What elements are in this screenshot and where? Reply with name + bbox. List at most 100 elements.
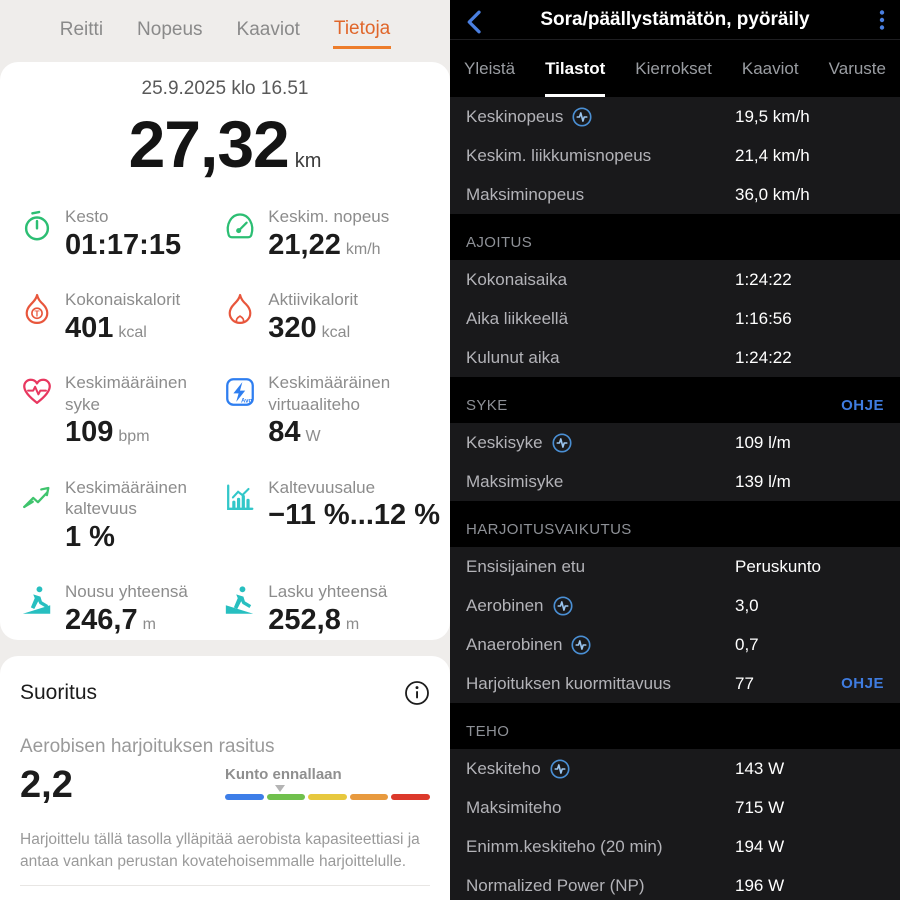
stat-unit: m (142, 616, 156, 634)
tab-nopeus[interactable]: Nopeus (137, 19, 203, 40)
row-kulunut-aika: Kulunut aika 1:24:22 (450, 338, 900, 377)
stat-label: Keskimääräinen syke (65, 372, 187, 414)
tab-kierrokset[interactable]: Kierrokset (635, 59, 712, 78)
row-label-text: Anaerobinen (466, 634, 563, 654)
tab-tietoja[interactable]: Tietoja (332, 14, 392, 49)
tab-tilastot[interactable]: Tilastot (545, 40, 606, 97)
row-label: Normalized Power (NP) (466, 876, 645, 896)
stat-label: Lasku yhteensä (268, 582, 388, 602)
stat-unit: kcal (118, 323, 147, 341)
stat-value: 01:17:15 (65, 228, 181, 262)
info-icon[interactable] (404, 680, 430, 706)
stat-value-number: 01:17:15 (65, 228, 182, 261)
row-label-text: Ensisijainen etu (466, 556, 586, 576)
tab-kaaviot[interactable]: Kaaviot (741, 59, 799, 78)
row-label-text: Maksimisyke (466, 471, 564, 491)
stat-label: Keskimääräinen kaltevuus (65, 477, 187, 519)
stat-nousu-yhteensa: Nousu yhteensä 246,7 m (20, 581, 223, 637)
total-calories-icon: T (20, 292, 54, 326)
ohje-link[interactable]: OHJE (841, 675, 884, 692)
stat-aktiivikalorit: Aktiivikalorit 320 kcal (223, 289, 440, 345)
pulse-chart-icon[interactable] (549, 758, 571, 780)
row-label: Kulunut aika (466, 348, 560, 368)
stat-value-number: 109 (65, 416, 114, 449)
speedometer-icon (223, 209, 257, 243)
aerobic-effect-label: Aerobisen harjoituksen rasitus (20, 736, 275, 757)
stat-unit: W (305, 428, 321, 446)
pulse-chart-icon[interactable] (570, 634, 592, 656)
row-label: Kokonaisaika (466, 270, 567, 290)
tab-varuste[interactable]: Varuste (828, 59, 886, 78)
row-value: 0,7 (735, 634, 759, 654)
row-value: 196 W (735, 875, 785, 895)
stat-label: Nousu yhteensä (65, 582, 188, 602)
stat-text: Kesto 01:17:15 (65, 206, 181, 262)
row-keskiteho: Keskiteho 143 W (450, 749, 900, 788)
scale-segment-1 (225, 794, 264, 800)
fitness-scale-label: Kunto ennallaan (225, 766, 342, 783)
heart-rate-icon (20, 375, 54, 409)
gradient-range-icon (223, 480, 257, 514)
row-value: 139 l/m (735, 471, 791, 491)
stat-unit: m (345, 616, 360, 634)
tab-kaaviot[interactable]: Kaaviot (236, 19, 300, 40)
row-keskim-liikkumisnopeus: Keskim. liikkumisnopeus 21,4 km/h (450, 136, 900, 175)
ohje-link[interactable]: OHJE (841, 397, 884, 414)
stat-keskimaarainen-syke: Keskimääräinen syke 109 bpm (20, 372, 223, 450)
stat-kaltevuusalue: Kaltevuusalue −11 %...12 % (223, 477, 440, 555)
stat-text: Nousu yhteensä 246,7 m (65, 581, 188, 637)
row-label: Aika liikkeellä (466, 309, 568, 329)
stat-value: 320 kcal (268, 311, 358, 345)
stat-keskimaarainen-kaltevuus: Keskimääräinen kaltevuus 1 % (20, 477, 223, 555)
tab-yleista[interactable]: Yleistä (464, 59, 516, 78)
section-rows: Keskinopeus 19,5 km/h Keskim. liikkumisnop… (450, 97, 900, 214)
stat-unit: km/h (345, 240, 381, 258)
tab-reitti[interactable]: Reitti (59, 19, 104, 40)
kebab-menu-icon[interactable] (860, 7, 890, 33)
aerobic-effect-value: 2,2 (20, 764, 73, 806)
section-rows: Kokonaisaika 1:24:22 Aika liikkeellä 1:16:5… (450, 260, 900, 377)
row-label: Maksimisyke (466, 472, 563, 492)
performance-title: Suoritus (20, 681, 98, 704)
stat-value-number: 246,7 (65, 604, 138, 637)
gradient-icon (20, 480, 54, 514)
stat-label: Keskim. nopeus (268, 207, 390, 226)
back-icon[interactable] (460, 7, 490, 33)
stats-grid: Kesto 01:17:15 Keskim. nopeus 21,22 km/h T Kok… (0, 182, 450, 637)
row-label-text: Keskinopeus (466, 106, 564, 126)
row-label-text: Maksimiteho (466, 797, 562, 817)
stat-text: Keskimääräinen kaltevuus 1 % (65, 477, 217, 555)
stat-value-number: 84 (268, 416, 301, 449)
section-rows: Keskiteho 143 W Maksimiteho 715 W Enimm.kesk… (450, 749, 900, 900)
stat-text: Kaltevuusalue −11 %...12 % (268, 477, 440, 533)
row-value: Peruskunto (735, 556, 821, 576)
total-distance: 27,32 km (0, 106, 450, 182)
activity-stats-panel: Sora/päällystämätön, pyöräily Yleistä Til… (450, 0, 900, 900)
row-label: Keskim. liikkumisnopeus (466, 146, 651, 166)
pulse-chart-icon[interactable] (552, 595, 574, 617)
summary-card: 25.9.2025 klo 16.51 27,32 km Kesto 01:17:1… (0, 62, 450, 640)
stat-value: 84 W (268, 415, 420, 449)
stat-value-number: 21,22 (268, 228, 341, 261)
stat-label: Keskimääräinen virtuaaliteho (268, 372, 391, 414)
svg-text:T: T (34, 308, 40, 318)
distance-value: 27,32 (128, 107, 290, 181)
section-rows: Ensisijainen etu Peruskunto Aerobinen 3,0 An… (450, 547, 900, 703)
pulse-chart-icon[interactable] (551, 432, 573, 454)
row-enimm-keskiteho-20-min: Enimm.keskiteho (20 min) 194 W (450, 827, 900, 866)
row-label-text: Maksiminopeus (466, 184, 585, 204)
row-label-text: Keskim. liikkumisnopeus (466, 145, 652, 165)
section-header-ajoitus: AJOITUS (450, 214, 900, 260)
stopwatch-icon (20, 209, 54, 243)
row-aika-liikkeella: Aika liikkeellä 1:16:56 (450, 299, 900, 338)
row-keskisyke: Keskisyke 109 l/m (450, 423, 900, 462)
row-label-text: Keskiteho (466, 758, 541, 778)
row-label: Ensisijainen etu (466, 557, 585, 577)
pulse-chart-icon[interactable] (571, 106, 593, 128)
row-maksiminopeus: Maksiminopeus 36,0 km/h (450, 175, 900, 214)
stat-value: 21,22 km/h (268, 228, 389, 262)
row-value: 1:16:56 (735, 308, 792, 328)
row-value: 3,0 (735, 595, 759, 615)
row-value: 1:24:22 (735, 269, 792, 289)
active-calories-icon (223, 292, 257, 326)
